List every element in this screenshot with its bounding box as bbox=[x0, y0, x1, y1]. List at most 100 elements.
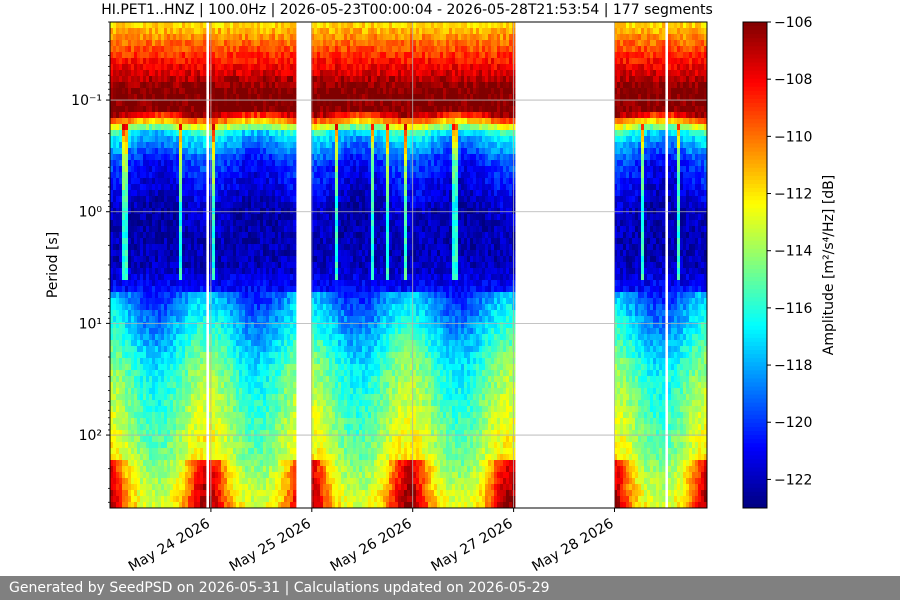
heatmap-cell bbox=[227, 448, 231, 455]
heatmap-cell bbox=[161, 316, 165, 323]
heatmap-cell bbox=[164, 490, 168, 497]
heatmap-cell bbox=[221, 304, 225, 311]
heatmap-cell bbox=[239, 466, 243, 473]
heatmap-cell bbox=[242, 232, 246, 239]
heatmap-cell bbox=[215, 274, 219, 281]
heatmap-cell bbox=[293, 196, 297, 203]
heatmap-cell bbox=[212, 280, 216, 287]
heatmap-cell bbox=[179, 112, 183, 119]
heatmap-cell bbox=[254, 496, 258, 503]
heatmap-cell bbox=[116, 274, 120, 281]
heatmap-cell bbox=[146, 328, 150, 335]
heatmap-cell bbox=[239, 160, 243, 167]
heatmap-cell bbox=[221, 382, 225, 389]
heatmap-cell bbox=[113, 190, 117, 197]
heatmap-cell bbox=[170, 124, 174, 131]
heatmap-cell bbox=[113, 298, 117, 305]
heatmap-cell bbox=[158, 304, 162, 311]
heatmap-cell bbox=[179, 406, 183, 413]
heatmap-cell bbox=[269, 370, 273, 377]
heatmap-cell bbox=[221, 286, 225, 293]
heatmap-cell bbox=[245, 472, 249, 479]
heatmap-cell bbox=[191, 346, 195, 353]
heatmap-cell bbox=[224, 364, 228, 371]
heatmap-cell bbox=[155, 286, 159, 293]
heatmap-cell bbox=[200, 370, 204, 377]
heatmap-cell bbox=[125, 148, 129, 155]
heatmap-cell bbox=[197, 226, 201, 233]
heatmap-cell bbox=[197, 304, 201, 311]
heatmap-cell bbox=[113, 226, 117, 233]
heatmap-cell bbox=[176, 352, 180, 359]
heatmap-cell bbox=[272, 262, 276, 269]
heatmap-cell bbox=[158, 496, 162, 503]
heatmap-cell bbox=[278, 412, 282, 419]
heatmap-cell bbox=[110, 46, 114, 53]
heatmap-cell bbox=[170, 274, 174, 281]
heatmap-cell bbox=[116, 100, 120, 107]
heatmap-cell bbox=[239, 232, 243, 239]
heatmap-cell bbox=[134, 118, 138, 125]
heatmap-cell bbox=[215, 244, 219, 251]
heatmap-cell bbox=[221, 262, 225, 269]
heatmap-cell bbox=[221, 112, 225, 119]
heatmap-cell bbox=[125, 214, 129, 221]
heatmap-cell bbox=[197, 82, 201, 89]
heatmap-cell bbox=[269, 220, 273, 227]
heatmap-cell bbox=[128, 130, 132, 137]
heatmap-cell bbox=[239, 112, 243, 119]
heatmap-cell bbox=[119, 256, 123, 263]
heatmap-cell bbox=[140, 370, 144, 377]
heatmap-cell bbox=[230, 70, 234, 77]
heatmap-cell bbox=[122, 418, 126, 425]
heatmap-cell bbox=[125, 394, 129, 401]
heatmap-cell bbox=[113, 286, 117, 293]
heatmap-cell bbox=[290, 334, 294, 341]
heatmap-cell bbox=[269, 136, 273, 143]
heatmap-cell bbox=[191, 130, 195, 137]
heatmap-cell bbox=[203, 58, 207, 65]
heatmap-cell bbox=[197, 418, 201, 425]
heatmap-cell bbox=[275, 352, 279, 359]
heatmap-cell bbox=[293, 148, 297, 155]
heatmap-cell bbox=[224, 178, 228, 185]
heatmap-cell bbox=[239, 394, 243, 401]
heatmap-cell bbox=[173, 496, 177, 503]
heatmap-cell bbox=[188, 172, 192, 179]
heatmap-cell bbox=[179, 274, 183, 281]
heatmap-cell bbox=[230, 262, 234, 269]
heatmap-cell bbox=[227, 502, 231, 509]
heatmap-cell bbox=[260, 148, 264, 155]
heatmap-cell bbox=[287, 28, 291, 35]
heatmap-cell bbox=[284, 442, 288, 449]
heatmap-cell bbox=[143, 364, 147, 371]
heatmap-cell bbox=[281, 268, 285, 275]
heatmap-cell bbox=[290, 496, 294, 503]
heatmap-cell bbox=[269, 472, 273, 479]
heatmap-cell bbox=[125, 478, 129, 485]
heatmap-cell bbox=[176, 310, 180, 317]
heatmap-cell bbox=[260, 400, 264, 407]
heatmap-cell bbox=[248, 268, 252, 275]
heatmap-cell bbox=[281, 262, 285, 269]
heatmap-cell bbox=[119, 286, 123, 293]
heatmap-cell bbox=[251, 496, 255, 503]
heatmap-cell bbox=[200, 64, 204, 71]
heatmap-cell bbox=[212, 100, 216, 107]
heatmap-cell bbox=[230, 364, 234, 371]
heatmap-cell bbox=[278, 250, 282, 257]
heatmap-cell bbox=[149, 160, 153, 167]
heatmap-cell bbox=[164, 262, 168, 269]
heatmap-cell bbox=[140, 244, 144, 251]
heatmap-cell bbox=[110, 154, 114, 161]
heatmap-cell bbox=[212, 202, 216, 209]
heatmap-cell bbox=[119, 274, 123, 281]
heatmap-cell bbox=[233, 400, 237, 407]
heatmap-cell bbox=[218, 334, 222, 341]
heatmap-cell bbox=[269, 436, 273, 443]
heatmap-cell bbox=[143, 376, 147, 383]
heatmap-cell bbox=[212, 478, 216, 485]
heatmap-cell bbox=[284, 298, 288, 305]
heatmap-cell bbox=[149, 190, 153, 197]
heatmap-cell bbox=[254, 310, 258, 317]
